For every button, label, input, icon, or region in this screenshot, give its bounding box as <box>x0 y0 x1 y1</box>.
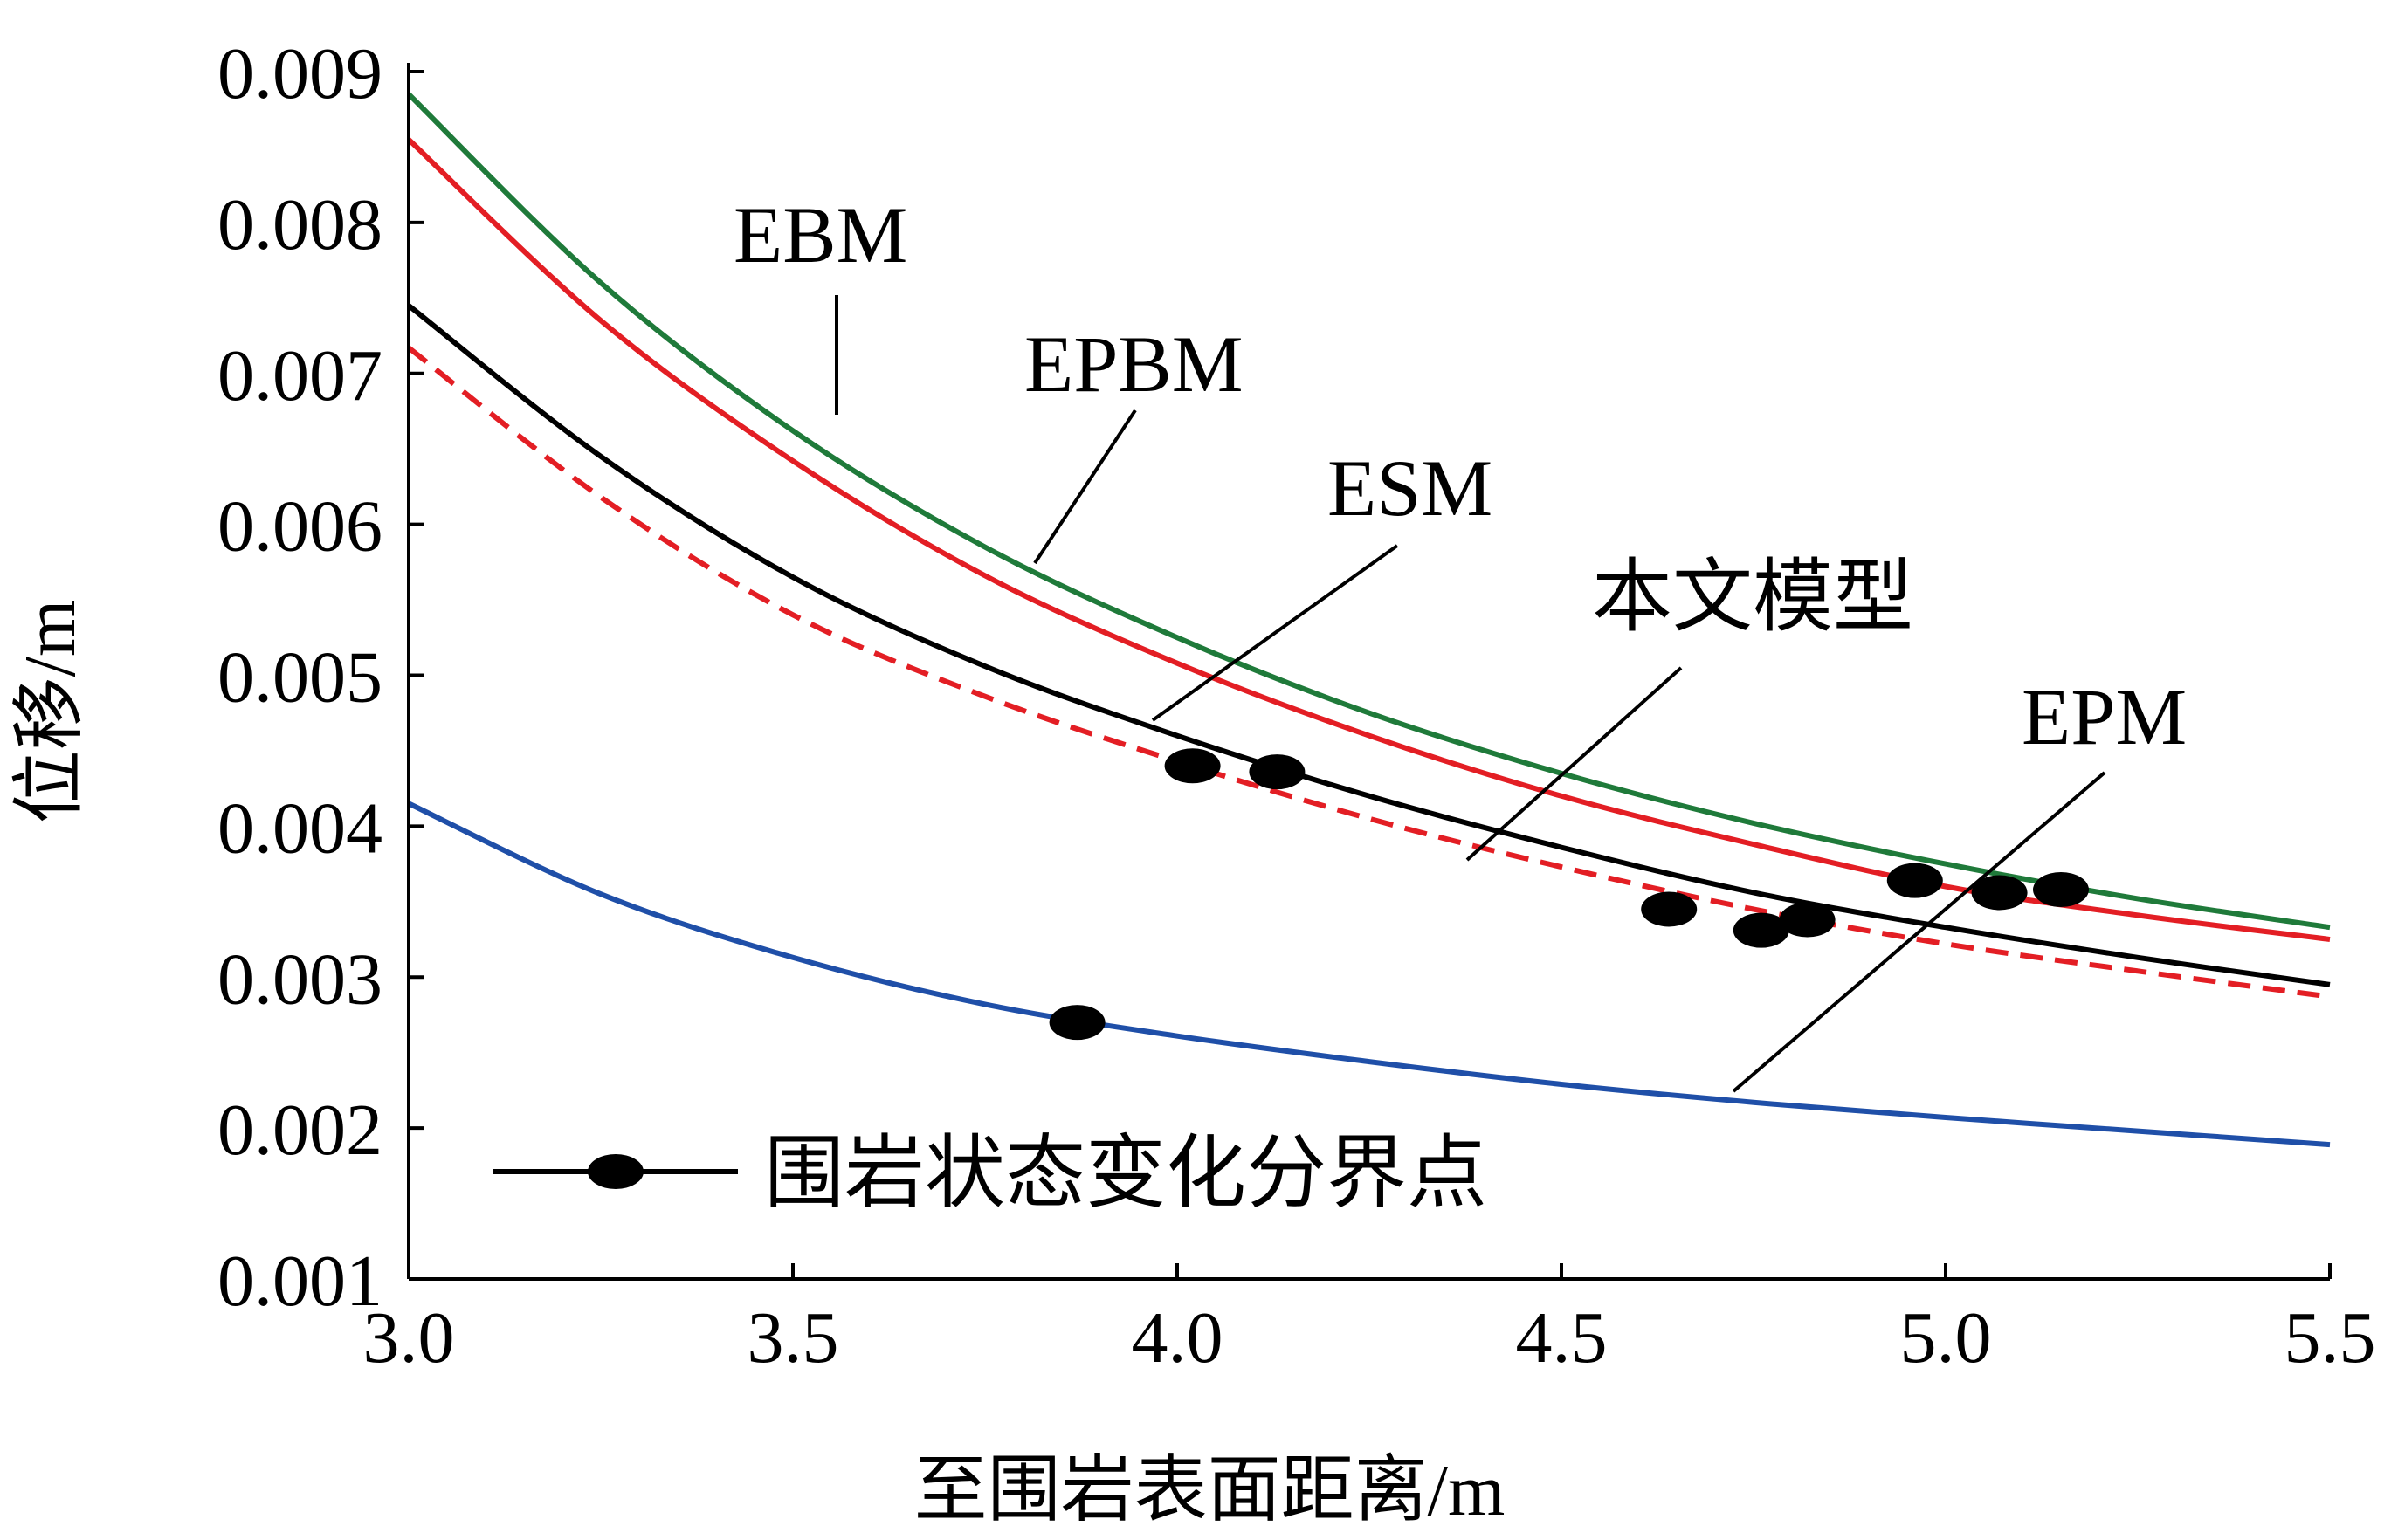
x-tick-label: 5.5 <box>2284 1297 2376 1378</box>
model-leader-line <box>1465 666 1683 862</box>
transition-point <box>1049 1005 1106 1041</box>
x-axis-title: 至围岩表面距离/m <box>914 1450 1506 1531</box>
legend-marker <box>588 1154 644 1189</box>
series-annotations: EBM EPBM ESM 本文模型 EPM <box>734 190 2187 1093</box>
transition-point <box>1164 748 1221 784</box>
transition-points <box>1049 748 2089 1041</box>
transition-point <box>1779 902 1836 938</box>
x-tick-label: 3.5 <box>748 1297 839 1378</box>
annotation-epbm: EPBM <box>1024 320 1244 409</box>
transition-point <box>1971 875 2028 911</box>
transition-point <box>2033 871 2089 907</box>
y-tick-label: 0.006 <box>217 486 382 567</box>
y-tick-label: 0.005 <box>217 637 382 718</box>
series-line-model <box>407 346 2331 1000</box>
y-axis-title: 位移/m <box>10 600 91 824</box>
y-tick-label: 0.002 <box>217 1090 382 1171</box>
legend-label: 围岩状态变化分界点 <box>764 1129 1487 1218</box>
series-line-epm <box>407 801 2331 1148</box>
epm-leader-line <box>1732 771 2106 1093</box>
x-tick-label: 3.0 <box>363 1297 455 1378</box>
transition-point <box>1249 754 1306 790</box>
y-tick-label: 0.009 <box>217 33 382 114</box>
y-tick-label: 0.008 <box>217 184 382 265</box>
series-lines <box>406 92 2331 1148</box>
legend: 围岩状态变化分界点 <box>493 1129 1487 1218</box>
transition-point <box>1886 863 1943 898</box>
y-tick-label: 0.003 <box>217 938 382 1020</box>
annotation-model: 本文模型 <box>1592 553 1913 642</box>
y-tick-label: 0.007 <box>217 335 382 416</box>
transition-point <box>1641 891 1698 927</box>
epbm-leader-line <box>1033 409 1137 565</box>
series-line-ebm <box>406 92 2331 931</box>
x-tick-label: 5.0 <box>1900 1297 1992 1378</box>
annotation-esm: ESM <box>1327 443 1492 533</box>
esm-leader-line <box>1151 544 1399 722</box>
annotation-epm: EPM <box>2022 672 2187 761</box>
axes <box>407 63 2332 1281</box>
annotation-ebm: EBM <box>734 190 907 279</box>
x-tick-label: 4.0 <box>1132 1297 1223 1378</box>
series-line-esm <box>407 303 2331 987</box>
y-tick-label: 0.004 <box>217 787 382 869</box>
y-tick-label: 0.001 <box>217 1241 382 1322</box>
x-tick-label: 4.5 <box>1516 1297 1608 1378</box>
tick-labels: 3.0 3.5 4.0 4.5 5.0 5.5 0.001 0.002 0.003 0.004 0.… <box>217 33 2376 1378</box>
series-line-epbm <box>406 137 2331 942</box>
transition-point <box>1733 912 1789 948</box>
